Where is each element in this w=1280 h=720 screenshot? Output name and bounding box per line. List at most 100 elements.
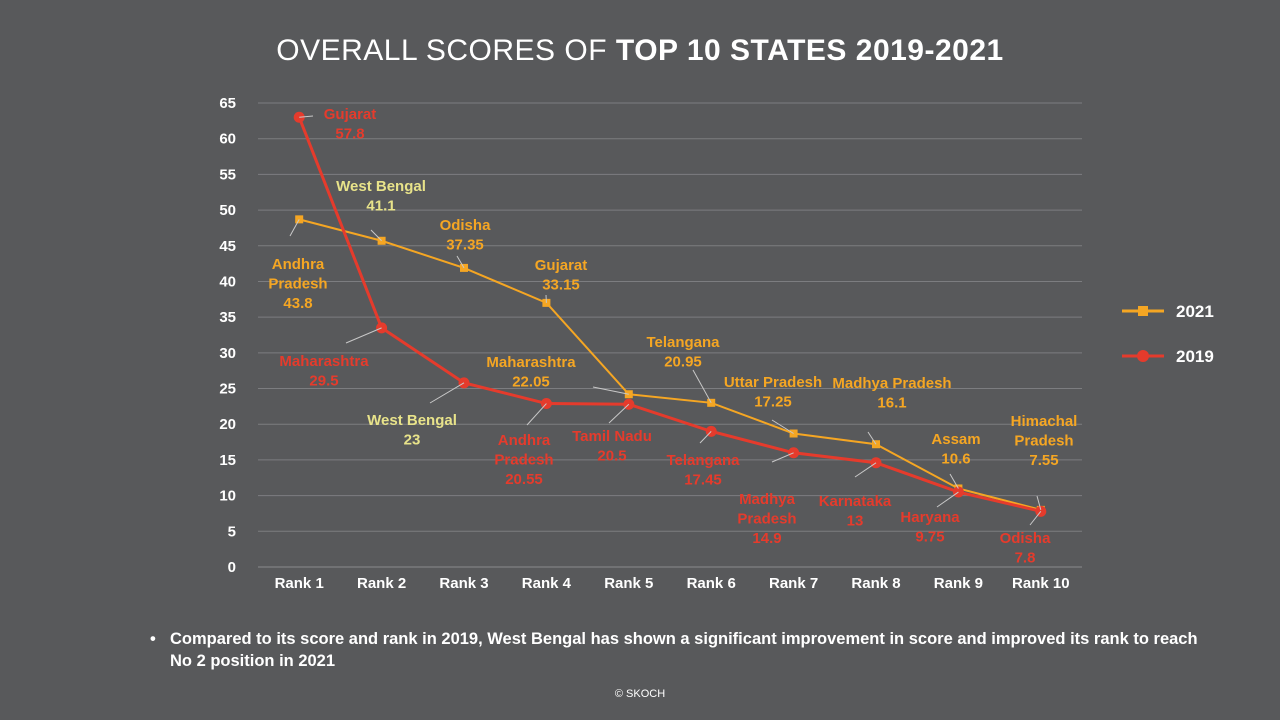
data-label-2021: Assam 10.6	[931, 431, 980, 468]
data-label-line: Andhra	[272, 256, 325, 273]
leader-line	[699, 431, 712, 444]
bullet-icon: •	[150, 630, 156, 648]
y-tick-label: 60	[219, 131, 236, 148]
data-label-line: Odisha	[1000, 530, 1052, 547]
series-line-2021	[298, 218, 1042, 511]
data-label-line: 13	[847, 513, 864, 530]
leader-line	[608, 403, 630, 424]
x-tick-label: Rank 10	[1012, 575, 1070, 592]
y-tick-label: 0	[228, 559, 236, 576]
data-label-2019: Tamil Nadu 20.5	[572, 428, 652, 465]
footnote-text: Compared to its score and rank in 2019, …	[170, 630, 1198, 670]
data-labels-2021: Andhra Pradesh 43.8 West Bengal 41.1 Odisha 37…	[268, 178, 1078, 511]
data-label-2021: West Bengal 41.1	[336, 178, 426, 215]
data-label-2019: Haryana 9.75	[900, 509, 960, 546]
legend-marker	[1138, 306, 1148, 316]
gridlines	[258, 102, 1082, 568]
leader-line	[429, 382, 465, 404]
data-label-line: Maharashtra	[279, 353, 369, 370]
series-line-2019	[297, 116, 1042, 513]
data-label-line: Pradesh	[1014, 433, 1073, 450]
data-label-2021: Telangana 20.95	[646, 334, 720, 371]
data-label-2019: Telangana 17.45	[666, 452, 740, 489]
y-tick-label: 25	[219, 381, 236, 398]
data-label-line: Pradesh	[494, 452, 553, 469]
copyright: © SKOCH	[614, 688, 666, 700]
data-label-line: 29.5	[309, 373, 338, 390]
data-label-2019: Gujarat 57.8	[324, 106, 377, 143]
data-label-line: Gujarat	[535, 257, 588, 274]
y-tick-label: 10	[219, 488, 236, 505]
leader-line	[771, 452, 794, 463]
data-label-2019: Maharashtra 29.5	[279, 353, 369, 390]
data-label-2019: Odisha 7.8	[1000, 530, 1052, 567]
x-tick-label: Rank 8	[851, 575, 900, 592]
x-tick-label: Rank 9	[934, 575, 983, 592]
data-label-line: Himachal	[1011, 413, 1078, 430]
y-tick-label: 5	[228, 523, 236, 540]
data-label-line: West Bengal	[367, 412, 457, 429]
data-label-line: 23	[404, 432, 421, 449]
legend-marker	[1137, 350, 1149, 362]
leader-line	[299, 115, 314, 118]
data-label-2019: West Bengal 23	[367, 412, 457, 449]
data-label-line: 20.55	[505, 471, 543, 488]
data-label-line: Tamil Nadu	[572, 428, 652, 445]
x-tick-label: Rank 5	[604, 575, 653, 592]
data-label-line: 43.8	[283, 295, 312, 312]
y-tick-label: 35	[219, 309, 236, 326]
data-label-line: 20.95	[664, 354, 702, 371]
data-label-line: 17.25	[754, 394, 792, 411]
data-label-line: Maharashtra	[486, 354, 576, 371]
data-label-line: West Bengal	[336, 178, 426, 195]
data-label-line: 22.05	[512, 374, 550, 391]
legend-label: 2021	[1176, 302, 1214, 321]
data-label-line: Telangana	[646, 334, 720, 351]
data-label-line: 20.5	[597, 448, 626, 465]
footnote: • Compared to its score and rank in 2019,…	[150, 628, 1210, 672]
y-tick-label: 40	[219, 273, 236, 290]
data-label-line: 41.1	[366, 198, 395, 215]
data-label-line: Madhya Pradesh	[832, 375, 951, 392]
data-label-line: 37.35	[446, 237, 484, 254]
data-label-line: Andhra	[498, 432, 551, 449]
data-label-2021: Uttar Pradesh 17.25	[724, 374, 822, 411]
data-label-line: 10.6	[941, 451, 970, 468]
y-tick-label: 20	[219, 416, 236, 433]
x-tick-label: Rank 1	[275, 575, 324, 592]
legend: 2021 2019	[1122, 302, 1214, 366]
data-label-2021: Gujarat 33.15	[535, 257, 588, 294]
leader-line	[370, 229, 382, 242]
data-label-line: 33.15	[542, 277, 580, 294]
x-tick-label: Rank 6	[687, 575, 736, 592]
x-tick-label: Rank 7	[769, 575, 818, 592]
data-label-2021: Madhya Pradesh 16.1	[832, 375, 951, 412]
y-tick-label: 45	[219, 238, 236, 255]
leader-line	[345, 327, 382, 344]
data-label-line: 14.9	[752, 530, 781, 547]
data-label-line: Odisha	[440, 217, 492, 234]
data-label-line: 7.8	[1015, 550, 1036, 567]
data-label-line: 9.75	[915, 529, 944, 546]
data-label-2021: Himachal Pradesh 7.55	[1011, 413, 1078, 469]
data-label-2021: Odisha 37.35	[440, 217, 492, 254]
data-label-line: Haryana	[900, 509, 960, 526]
data-label-2021: Maharashtra 22.05	[486, 354, 576, 391]
y-tick-label: 55	[219, 166, 236, 183]
y-tick-label: 15	[219, 452, 236, 469]
y-tick-label: 65	[219, 95, 236, 112]
leader-line	[592, 386, 629, 395]
data-label-line: Pradesh	[737, 511, 796, 528]
leader-line	[854, 462, 877, 478]
data-label-line: 17.45	[684, 472, 722, 489]
x-axis: Rank 1 Rank 2 Rank 3 Rank 4 Rank 5 Rank 6 Rank…	[275, 575, 1070, 592]
data-label-line: Gujarat	[324, 106, 377, 123]
leader-line	[1029, 511, 1042, 526]
leader-line	[692, 369, 712, 404]
leader-line	[526, 403, 547, 426]
data-label-line: Assam	[931, 431, 980, 448]
x-tick-label: Rank 2	[357, 575, 406, 592]
data-label-2019: Andhra Pradesh 20.55	[494, 432, 553, 488]
data-label-line: Karnataka	[819, 493, 892, 510]
x-tick-label: Rank 3	[439, 575, 488, 592]
